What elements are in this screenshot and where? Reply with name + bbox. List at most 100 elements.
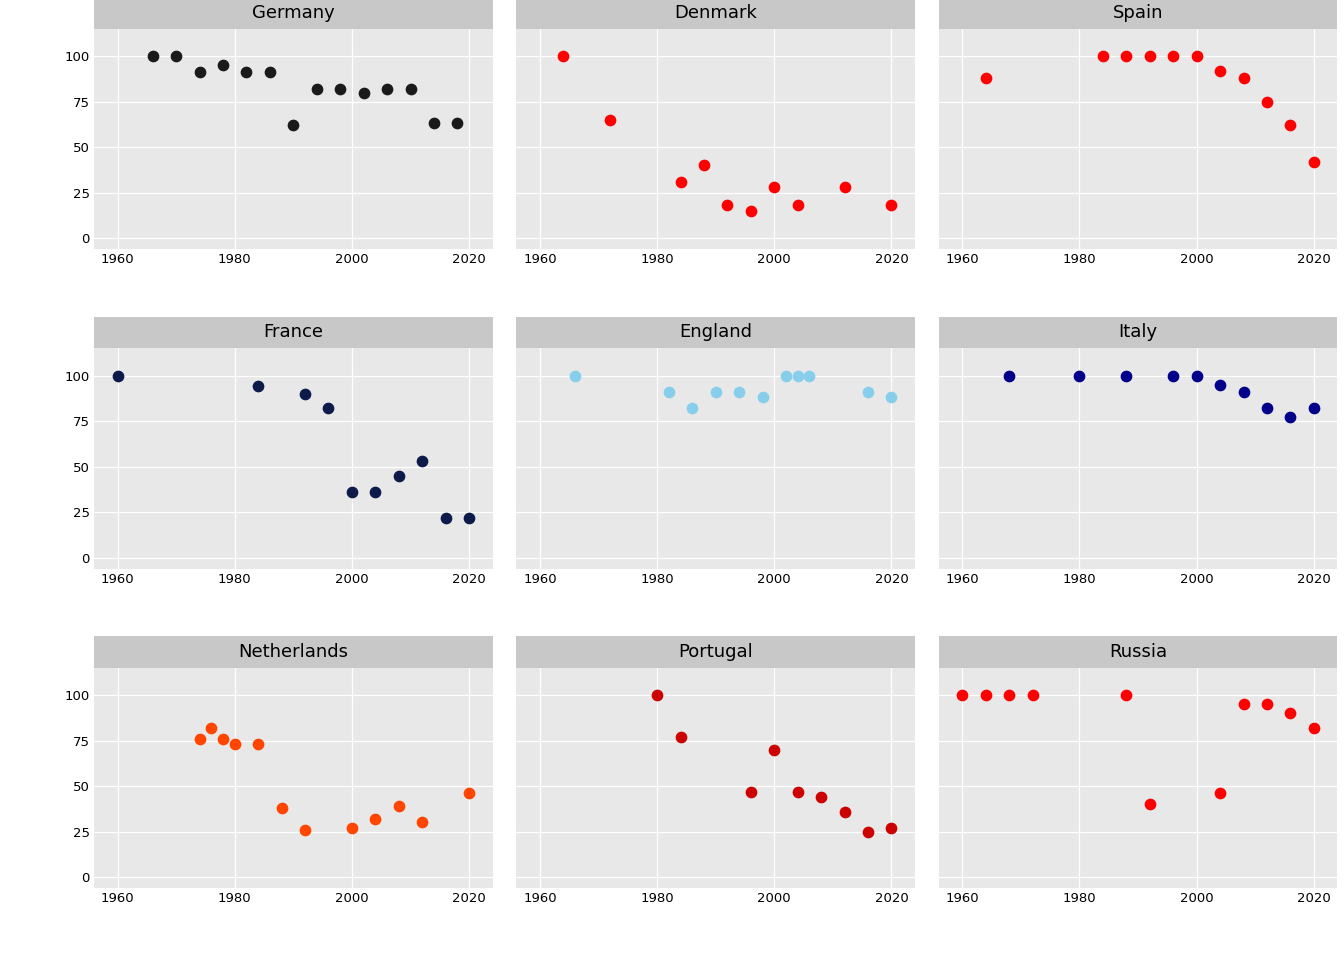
Point bbox=[364, 485, 386, 500]
Point bbox=[271, 801, 293, 816]
Point bbox=[999, 687, 1020, 703]
Point bbox=[704, 384, 726, 399]
Point bbox=[294, 386, 316, 401]
Point bbox=[1279, 118, 1301, 133]
Point bbox=[1163, 48, 1184, 63]
Point bbox=[741, 783, 762, 799]
Point bbox=[763, 180, 785, 195]
Point bbox=[411, 453, 433, 468]
Point bbox=[1257, 696, 1278, 711]
Point bbox=[599, 112, 621, 128]
Point bbox=[716, 198, 738, 213]
Point bbox=[1279, 706, 1301, 721]
Point bbox=[1210, 377, 1231, 393]
Point bbox=[1116, 48, 1137, 63]
Point bbox=[388, 799, 410, 814]
Point bbox=[1210, 785, 1231, 801]
Point bbox=[810, 789, 832, 804]
Point bbox=[1185, 368, 1207, 383]
Point bbox=[224, 736, 246, 752]
Point bbox=[788, 783, 809, 799]
Point bbox=[282, 118, 304, 133]
Point bbox=[952, 687, 973, 703]
Point bbox=[1257, 94, 1278, 109]
Point bbox=[552, 48, 574, 63]
Point bbox=[788, 198, 809, 213]
Point bbox=[165, 48, 187, 63]
Point bbox=[341, 485, 363, 500]
Point bbox=[1163, 368, 1184, 383]
Point bbox=[306, 82, 328, 97]
Point bbox=[353, 84, 375, 100]
Point bbox=[763, 742, 785, 757]
Text: Germany: Germany bbox=[251, 4, 335, 22]
Point bbox=[564, 368, 586, 383]
Point bbox=[376, 82, 398, 97]
Point bbox=[646, 687, 668, 703]
Text: France: France bbox=[263, 324, 324, 342]
Point bbox=[999, 368, 1020, 383]
Text: Denmark: Denmark bbox=[675, 4, 757, 22]
Text: Russia: Russia bbox=[1109, 643, 1167, 660]
Point bbox=[974, 70, 996, 85]
Point bbox=[142, 48, 164, 63]
Point bbox=[399, 82, 421, 97]
Point bbox=[1304, 400, 1325, 416]
Point bbox=[235, 65, 257, 81]
Point bbox=[1232, 384, 1254, 399]
Point bbox=[880, 198, 902, 213]
Point bbox=[106, 368, 128, 383]
Point bbox=[1116, 368, 1137, 383]
Text: Spain: Spain bbox=[1113, 4, 1164, 22]
Point bbox=[775, 368, 797, 383]
Point bbox=[294, 822, 316, 837]
Point bbox=[1138, 797, 1160, 812]
Point bbox=[458, 510, 480, 525]
Point bbox=[1116, 687, 1137, 703]
Point bbox=[741, 204, 762, 219]
Point bbox=[788, 368, 809, 383]
Point bbox=[1093, 48, 1114, 63]
Point bbox=[857, 824, 879, 839]
Point bbox=[411, 815, 433, 830]
Point bbox=[212, 731, 234, 746]
Point bbox=[1210, 63, 1231, 79]
Point bbox=[341, 820, 363, 835]
Point bbox=[669, 174, 691, 189]
Point bbox=[751, 390, 773, 405]
Point bbox=[1138, 48, 1160, 63]
Point bbox=[446, 116, 468, 132]
Point bbox=[188, 731, 210, 746]
Point bbox=[833, 804, 855, 819]
Text: Italy: Italy bbox=[1118, 324, 1157, 342]
Point bbox=[435, 510, 457, 525]
Point bbox=[200, 720, 222, 735]
Point bbox=[364, 811, 386, 827]
Point bbox=[1068, 368, 1090, 383]
Point bbox=[857, 384, 879, 399]
Point bbox=[1232, 696, 1254, 711]
Point bbox=[1257, 400, 1278, 416]
Point bbox=[974, 687, 996, 703]
Point bbox=[681, 400, 703, 416]
Point bbox=[212, 58, 234, 73]
Point bbox=[798, 368, 820, 383]
Point bbox=[247, 736, 269, 752]
Text: Netherlands: Netherlands bbox=[238, 643, 348, 660]
Point bbox=[1232, 70, 1254, 85]
Point bbox=[329, 82, 351, 97]
Point bbox=[833, 180, 855, 195]
Point bbox=[1304, 154, 1325, 169]
Point bbox=[188, 65, 210, 81]
Point bbox=[880, 390, 902, 405]
Point bbox=[247, 379, 269, 395]
Point bbox=[1185, 48, 1207, 63]
Point bbox=[423, 116, 445, 132]
Point bbox=[1021, 687, 1043, 703]
Point bbox=[659, 384, 680, 399]
Point bbox=[1304, 720, 1325, 735]
Point bbox=[259, 65, 281, 81]
Point bbox=[388, 468, 410, 484]
Text: England: England bbox=[679, 324, 753, 342]
Point bbox=[880, 820, 902, 835]
